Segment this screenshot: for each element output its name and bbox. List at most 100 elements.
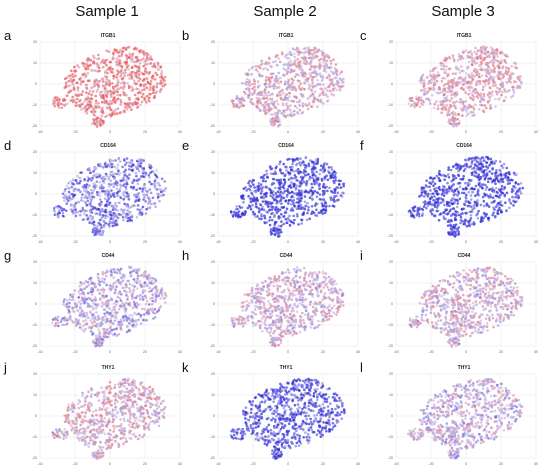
data-point [457, 113, 460, 116]
data-point [274, 187, 277, 190]
y-tick-label: 0 [213, 82, 215, 86]
data-point [316, 73, 319, 76]
data-point [447, 168, 450, 171]
data-point [334, 191, 337, 194]
data-point [448, 87, 451, 90]
data-point [86, 84, 89, 87]
data-point [494, 182, 497, 185]
data-point [515, 200, 518, 203]
data-point [298, 85, 301, 88]
data-point [254, 215, 257, 218]
data-point [122, 177, 125, 180]
data-point [135, 323, 138, 326]
data-point [246, 78, 249, 81]
data-point [420, 82, 423, 85]
data-point [288, 108, 291, 111]
data-point [249, 189, 252, 192]
data-point [113, 206, 116, 209]
data-point [156, 86, 159, 89]
data-point [456, 199, 459, 202]
data-point [117, 107, 120, 110]
data-point [298, 68, 301, 71]
data-point [272, 229, 274, 231]
data-point [164, 83, 167, 86]
data-point [65, 210, 67, 212]
data-point [239, 102, 241, 104]
data-point [495, 53, 498, 56]
data-point [95, 102, 98, 105]
data-point [109, 165, 112, 168]
data-point [276, 64, 279, 67]
data-point [305, 191, 308, 194]
data-point [124, 103, 127, 106]
data-point [305, 164, 308, 167]
data-point [278, 215, 281, 218]
data-point [264, 215, 267, 218]
data-point [161, 70, 164, 73]
data-point [109, 201, 112, 204]
data-point [124, 315, 127, 318]
data-point [432, 185, 435, 188]
data-point [340, 186, 343, 189]
data-point [67, 182, 70, 185]
data-point [484, 184, 487, 187]
data-point [288, 172, 291, 175]
data-point [125, 54, 128, 57]
data-point [298, 189, 301, 192]
data-point [79, 99, 82, 102]
data-point [480, 56, 483, 59]
data-point [110, 61, 113, 64]
data-point [328, 85, 331, 88]
data-point [123, 159, 126, 162]
data-point [448, 205, 451, 208]
data-point [308, 85, 311, 88]
data-point [287, 67, 290, 70]
data-point [299, 157, 302, 160]
data-point [505, 66, 508, 69]
data-point [272, 173, 275, 176]
data-point [336, 82, 339, 85]
data-point [64, 103, 66, 105]
data-point [289, 53, 292, 56]
data-point [265, 192, 268, 195]
data-point [499, 160, 502, 163]
data-point [289, 224, 292, 227]
data-point [308, 46, 311, 49]
data-point [88, 167, 91, 170]
data-point [425, 207, 428, 210]
data-point [309, 95, 312, 98]
data-point [131, 54, 134, 57]
data-point [518, 86, 521, 89]
data-point [295, 96, 298, 99]
data-point [408, 102, 410, 104]
data-point [431, 94, 434, 97]
data-point [105, 95, 108, 98]
data-point [274, 209, 277, 212]
data-point [120, 208, 123, 211]
data-point [489, 75, 492, 78]
data-point [304, 103, 307, 106]
data-point [128, 56, 131, 59]
data-point [104, 193, 107, 196]
data-point [157, 62, 160, 65]
data-point [436, 192, 439, 195]
data-point [415, 95, 417, 97]
data-point [294, 49, 297, 52]
data-point [325, 71, 328, 74]
data-point [254, 83, 257, 86]
data-point [451, 89, 454, 92]
data-point [469, 202, 472, 205]
data-point [97, 273, 100, 276]
data-point [236, 105, 238, 107]
data-point [268, 85, 271, 88]
data-point [506, 178, 509, 181]
data-point [301, 219, 304, 222]
data-point [251, 83, 254, 86]
data-point [460, 65, 463, 68]
data-point [82, 107, 85, 110]
data-point [270, 191, 273, 194]
data-point [163, 189, 166, 192]
data-point [131, 165, 134, 168]
data-point [123, 71, 126, 74]
